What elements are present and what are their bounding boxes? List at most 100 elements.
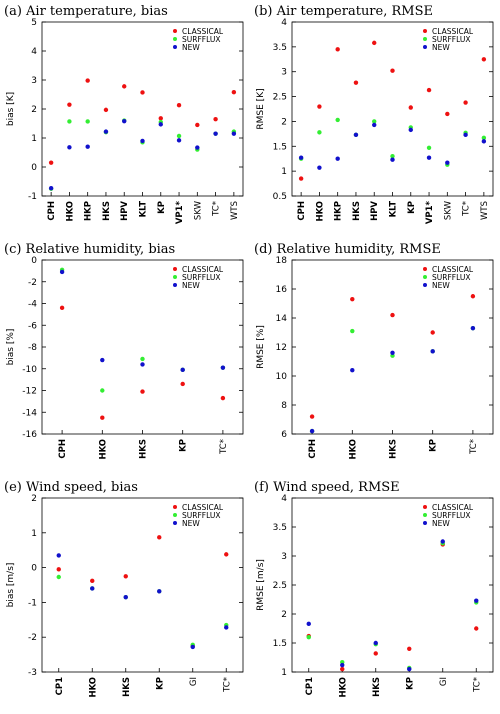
legend-label: SURFFLUX [182, 511, 221, 520]
data-point-surfflux [176, 133, 182, 139]
x-category-label: HKO [348, 439, 358, 460]
y-tick-label: -3 [28, 668, 37, 678]
data-point-new [190, 644, 195, 650]
y-tick-label: 16 [276, 285, 288, 295]
data-point-new [100, 357, 105, 363]
y-tick-label: 1 [281, 167, 287, 177]
legend-label: SURFFLUX [432, 35, 471, 44]
x-category-label: HKS [352, 201, 362, 221]
chart-title: (b) Air temperature, RMSE [254, 4, 433, 19]
legend-label: SURFFLUX [182, 273, 221, 282]
data-point-surfflux [140, 356, 145, 362]
plot-frame [291, 21, 494, 197]
data-point-classical [176, 103, 182, 108]
data-point-new [390, 157, 395, 162]
data-point-classical [140, 90, 145, 95]
data-point-classical [231, 89, 237, 95]
data-point-new [470, 325, 476, 331]
chart-title: (d) Relative humidity, RMSE [254, 242, 441, 257]
x-category-label: CPH [58, 439, 68, 459]
data-point-classical [103, 107, 109, 113]
data-point-new [463, 132, 468, 138]
legend-label: SURFFLUX [432, 511, 471, 520]
legend-marker [173, 37, 177, 41]
legend-marker [173, 45, 177, 49]
x-category-label: HKO [88, 677, 98, 698]
data-point-classical [180, 381, 185, 387]
data-point-classical [350, 296, 355, 302]
x-category-label: KLT [389, 201, 399, 218]
x-category-label: HPV [120, 201, 130, 221]
panel-c: (c) Relative humidity, bias -16 -14 -12 -10 -… [0, 238, 250, 476]
legend-marker [423, 267, 427, 271]
y-tick-label: 14 [276, 314, 288, 324]
data-point-surfflux [85, 119, 90, 124]
y-tick-label: 3 [281, 552, 287, 562]
data-point-classical [340, 666, 345, 672]
data-point-classical [335, 47, 340, 52]
data-point-classical [85, 78, 90, 83]
x-category-label: CP1 [305, 677, 315, 695]
legend-marker [423, 45, 427, 49]
data-point-classical [213, 116, 218, 122]
y-tick-label: 0 [31, 256, 37, 266]
x-category-label: CP1 [55, 677, 65, 695]
y-tick-label: 2 [281, 610, 287, 620]
y-tick-label: 18 [276, 256, 288, 266]
data-point-new [176, 138, 182, 143]
data-point-new [195, 145, 200, 150]
legend-marker [173, 521, 177, 525]
legend-label: CLASSICAL [432, 265, 474, 274]
data-point-new [309, 428, 315, 434]
data-point-classical [390, 312, 395, 318]
x-category-label: CPH [47, 201, 57, 221]
data-point-classical [56, 567, 61, 572]
legend-marker [423, 521, 427, 525]
plot-frame [291, 259, 494, 435]
legend-label: NEW [182, 519, 200, 528]
data-point-new [440, 539, 445, 544]
data-point-new [157, 589, 162, 594]
data-point-classical [390, 68, 395, 73]
x-category-label: HKS [102, 201, 112, 221]
legend-label: NEW [182, 43, 200, 52]
data-point-new [59, 269, 65, 275]
data-point-classical [481, 57, 487, 62]
data-point-classical [474, 626, 479, 631]
x-category-label: TC* [222, 677, 232, 693]
x-category-label: HKP [84, 201, 94, 221]
plot-frame [291, 497, 494, 673]
legend-marker [423, 283, 427, 287]
x-category-label: GI [439, 677, 449, 686]
chart-title: (a) Air temperature, bias [4, 4, 168, 19]
x-category-label: KP [157, 201, 167, 214]
y-axis-label: bias [K] [6, 92, 16, 126]
legend-marker [173, 505, 177, 509]
x-category-label: KP [429, 439, 439, 452]
data-point-surfflux [67, 119, 72, 124]
data-point-new [317, 165, 322, 170]
data-point-classical [157, 535, 162, 540]
y-tick-label: -2 [28, 633, 37, 643]
data-point-classical [407, 646, 412, 651]
y-tick-label: -16 [22, 430, 37, 440]
y-tick-label: 1 [31, 529, 37, 539]
data-point-classical [445, 111, 450, 117]
data-point-classical [90, 578, 95, 584]
data-point-new [56, 553, 61, 558]
data-point-new [335, 156, 340, 161]
data-point-classical [426, 87, 432, 93]
x-category-label: VP1* [425, 200, 435, 224]
x-category-label: HKO [338, 677, 348, 698]
y-axis-label: bias [m/s] [6, 563, 16, 608]
data-point-new [350, 368, 355, 373]
y-tick-label: -1 [28, 192, 37, 202]
data-point-classical [48, 160, 54, 165]
y-tick-label: 0.5 [273, 192, 287, 202]
data-point-classical [317, 104, 322, 109]
plot-frame [41, 21, 244, 197]
legend-label: CLASSICAL [432, 27, 474, 36]
legend-marker [173, 283, 177, 287]
data-point-new [224, 625, 229, 630]
data-point-new [474, 598, 479, 603]
